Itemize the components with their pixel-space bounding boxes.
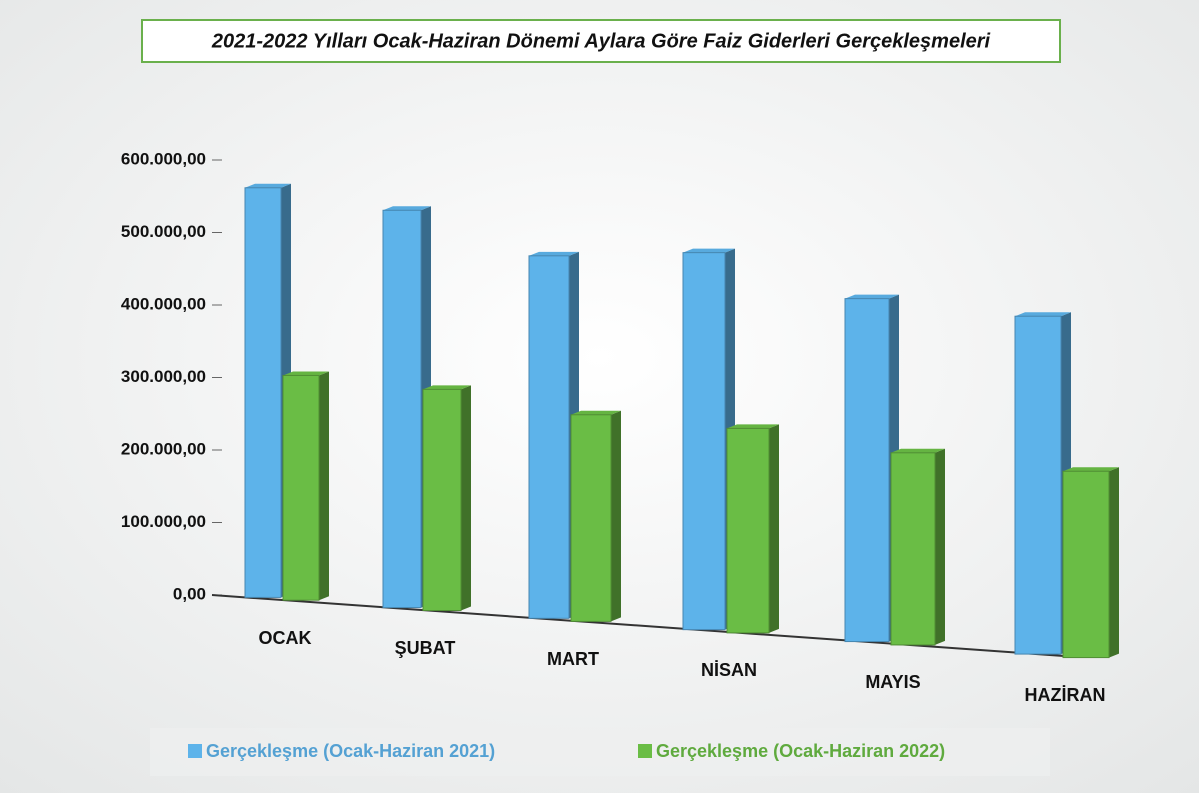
- bar: [282, 374, 320, 601]
- bar: [244, 187, 282, 598]
- bar: [890, 452, 936, 646]
- y-tick-label: 100.000,00: [121, 512, 206, 531]
- bar-top: [283, 371, 329, 376]
- legend-swatch: [638, 744, 652, 758]
- bar-top: [891, 448, 945, 453]
- x-tick-label: NİSAN: [701, 660, 757, 680]
- x-tick-label: HAZİRAN: [1025, 685, 1106, 705]
- legend-label: Gerçekleşme (Ocak-Haziran 2021): [206, 741, 495, 761]
- bar-top: [529, 251, 579, 256]
- legend-label: Gerçekleşme (Ocak-Haziran 2022): [656, 741, 945, 761]
- bar: [422, 388, 462, 611]
- bar: [844, 298, 890, 643]
- chart-title: 2021-2022 Yılları Ocak-Haziran Dönemi Ay…: [211, 30, 991, 52]
- bar-top: [245, 183, 291, 188]
- x-tick-label: ŞUBAT: [395, 638, 456, 658]
- bar: [1062, 470, 1110, 659]
- title-box: [141, 19, 1061, 63]
- bar-side: [935, 448, 945, 645]
- y-tick-label: 300.000,00: [121, 367, 206, 386]
- bar: [528, 255, 570, 619]
- bar: [382, 209, 422, 609]
- y-tick-label: 600.000,00: [121, 149, 206, 168]
- bar-top: [423, 385, 471, 390]
- bar-top: [571, 410, 621, 415]
- bar-top: [845, 294, 899, 299]
- y-tick-label: 400.000,00: [121, 294, 206, 313]
- bar-side: [769, 424, 779, 633]
- bar-top: [727, 424, 779, 429]
- y-tick-label: 200.000,00: [121, 439, 206, 458]
- bar-side: [611, 410, 621, 622]
- y-tick-label: 0,00: [173, 584, 206, 603]
- bar: [1014, 315, 1062, 655]
- bar: [682, 252, 726, 631]
- bar-top: [683, 248, 735, 253]
- bar-top: [1015, 312, 1071, 317]
- bar-side: [319, 371, 329, 601]
- legend-swatch: [188, 744, 202, 758]
- bar-top: [383, 206, 431, 211]
- x-tick-label: OCAK: [259, 628, 312, 648]
- bar: [726, 427, 770, 634]
- bar: [570, 414, 612, 622]
- bar-side: [461, 385, 471, 611]
- x-axis: [211, 594, 1079, 658]
- x-tick-label: MART: [547, 649, 599, 669]
- bar-top: [1063, 467, 1119, 472]
- y-tick-label: 500.000,00: [121, 222, 206, 241]
- bar-side: [1109, 467, 1119, 658]
- x-tick-label: MAYIS: [865, 672, 920, 692]
- legend-box: [150, 728, 1050, 776]
